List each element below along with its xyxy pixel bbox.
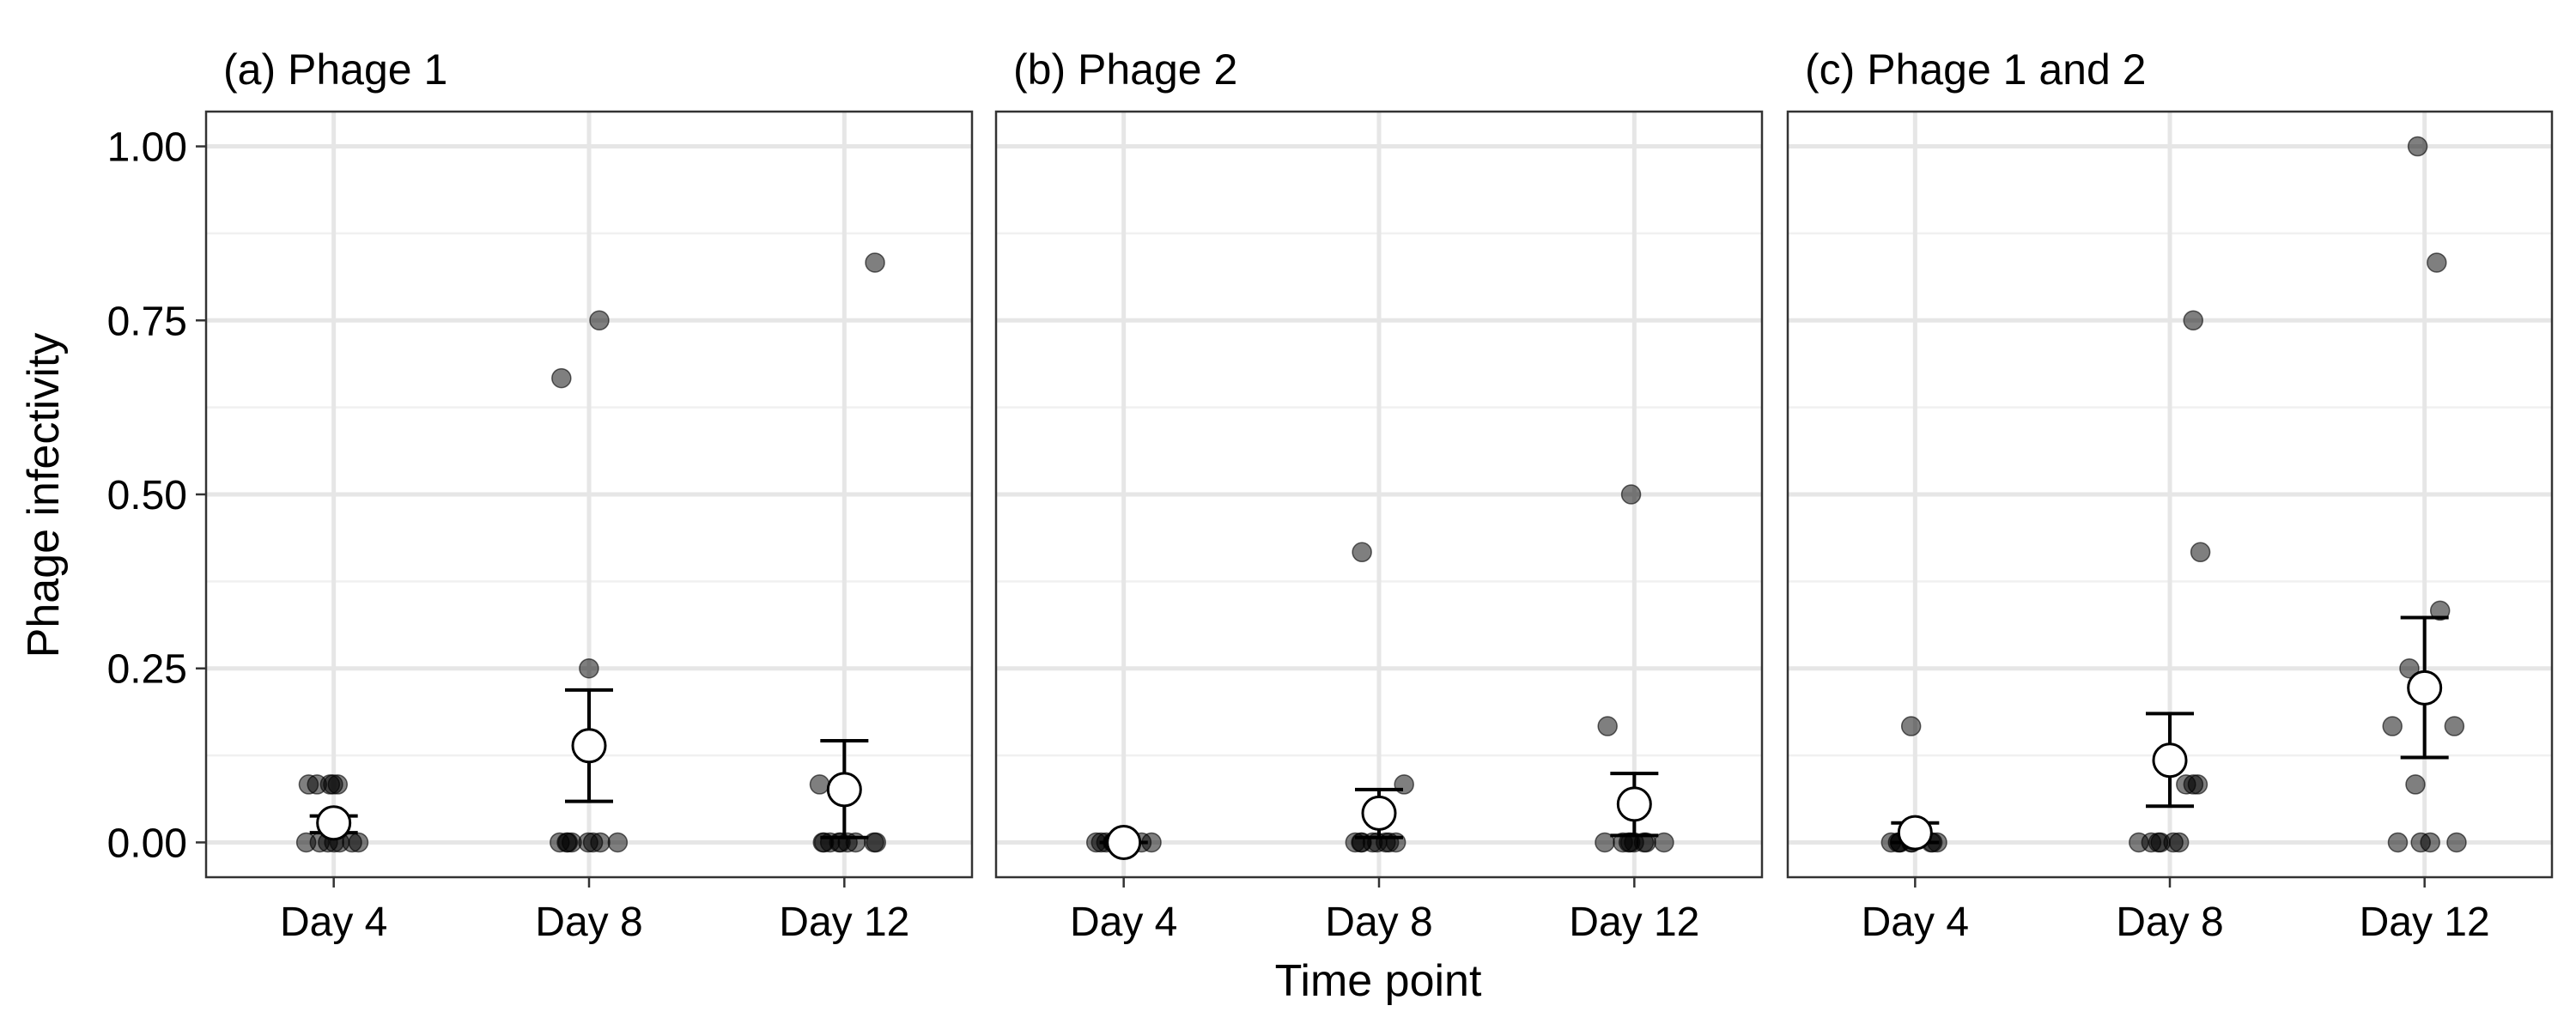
x-axis-title: Time point — [1275, 956, 1482, 1006]
data-point — [589, 310, 610, 331]
data-point — [2429, 600, 2451, 621]
mean-point — [2407, 670, 2443, 706]
data-point — [579, 657, 599, 679]
data-point — [1620, 484, 1642, 505]
data-point — [2427, 252, 2447, 273]
data-point — [1900, 716, 1922, 736]
x-tick-label: Day 8 — [535, 900, 642, 945]
panel-title: (c) Phage 1 and 2 — [1805, 45, 2147, 94]
data-point — [319, 774, 341, 795]
x-tick-label: Day 8 — [2116, 900, 2223, 945]
data-point — [812, 832, 834, 853]
data-point — [2190, 542, 2211, 563]
data-point — [1597, 716, 1618, 736]
x-tick-label: Day 12 — [2360, 900, 2490, 945]
mean-point — [1897, 815, 1933, 851]
data-point — [551, 367, 572, 389]
data-point — [550, 832, 570, 853]
mean-point — [1361, 795, 1397, 831]
data-point — [1654, 832, 1674, 853]
data-point — [2387, 832, 2409, 853]
y-axis-title: Phage infectivity — [19, 333, 69, 658]
data-point — [2444, 716, 2465, 736]
x-tick-label: Day 4 — [280, 900, 387, 945]
data-point — [845, 832, 866, 853]
data-point — [2382, 716, 2403, 736]
data-point — [2141, 832, 2162, 853]
mean-point — [1616, 786, 1652, 822]
x-tick-label: Day 12 — [779, 900, 909, 945]
mean-point — [316, 805, 352, 841]
panels: Day 4 Day 8 Day 12 (a) Phage 1 0.00 0.25 0.50 0… — [107, 45, 2554, 945]
data-point — [2410, 832, 2431, 853]
panel-title: (b) Phage 2 — [1013, 45, 1237, 94]
data-point — [1351, 832, 1371, 853]
mean-point — [571, 728, 607, 764]
x-tick-label: Day 4 — [1070, 900, 1177, 945]
data-point — [2399, 657, 2420, 679]
y-tick-label: 0.25 — [107, 647, 187, 693]
y-tick-label: 0.50 — [107, 473, 187, 518]
data-point — [2176, 774, 2196, 795]
panel-3: Day 4 Day 8 Day 12 (c) Phage 1 and 2 — [1786, 45, 2554, 945]
data-point — [1352, 542, 1372, 563]
x-tick-label: Day 8 — [1325, 900, 1432, 945]
data-point — [2407, 136, 2428, 157]
data-point — [1378, 832, 1400, 853]
y-tick-label: 0.75 — [107, 299, 187, 344]
data-point — [865, 252, 885, 273]
panel-2: Day 4 Day 8 Day 12 (b) Phage 2 — [994, 45, 1764, 945]
data-point — [866, 832, 886, 853]
panel-title: (a) Phage 1 — [223, 45, 447, 94]
data-point — [2183, 310, 2203, 331]
data-point — [607, 832, 629, 853]
mean-point — [826, 772, 862, 808]
x-tick-label: Day 12 — [1569, 900, 1699, 945]
y-tick-label: 0.00 — [107, 821, 187, 866]
x-tick-label: Day 4 — [1862, 900, 1969, 945]
panel-1: Day 4 Day 8 Day 12 (a) Phage 1 0.00 0.25 0.50 0… — [107, 45, 974, 945]
y-tick-label: 1.00 — [107, 125, 187, 171]
mean-point — [2152, 742, 2188, 779]
mean-point — [1106, 824, 1142, 860]
data-point — [809, 774, 830, 795]
data-point — [2405, 774, 2426, 795]
data-point — [578, 832, 598, 853]
data-point — [2446, 832, 2467, 853]
